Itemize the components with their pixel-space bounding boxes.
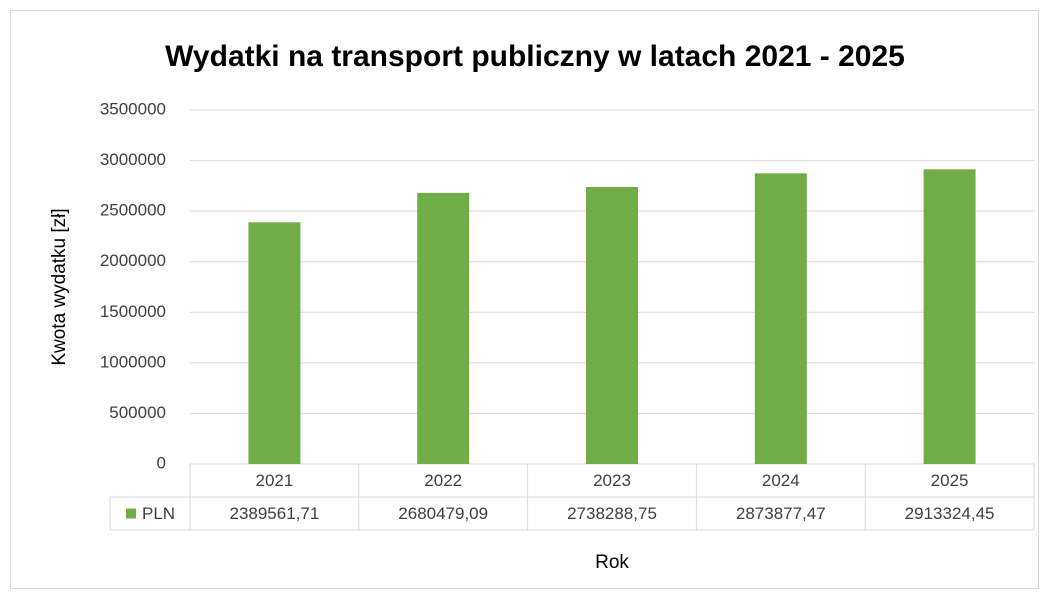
data-label: 2389561,71 [229, 504, 319, 523]
bar [586, 187, 638, 464]
x-tick-label: 2025 [931, 471, 969, 490]
y-tick-label: 0 [157, 453, 166, 472]
data-label: 2913324,45 [905, 504, 995, 523]
legend-label: PLN [142, 504, 175, 523]
y-tick-label: 1500000 [100, 302, 166, 321]
y-tick-label: 3500000 [100, 99, 166, 118]
bar [248, 222, 301, 464]
y-tick-label: 500000 [109, 403, 166, 422]
legend-key [126, 508, 136, 519]
bar [417, 192, 470, 465]
x-tick-label: 2023 [593, 471, 631, 490]
chart-title: Wydatki na transport publiczny w latach … [165, 40, 905, 73]
y-tick-label: 3000000 [100, 150, 166, 169]
x-axis-label: Rok [595, 552, 629, 573]
data-label: 2738288,75 [567, 504, 657, 523]
x-tick-label: 2024 [762, 471, 800, 490]
x-tick-label: 2022 [424, 471, 462, 490]
bar [923, 169, 976, 464]
chart-frame [10, 10, 1039, 589]
bar [754, 173, 807, 464]
data-label: 2680479,09 [398, 504, 488, 523]
x-tick-label: 2021 [255, 471, 293, 490]
y-axis-label: Kwota wydatku [zł] [49, 208, 70, 365]
y-tick-label: 2500000 [100, 201, 166, 220]
y-tick-label: 2000000 [100, 251, 166, 270]
data-label: 2873877,47 [736, 504, 826, 523]
y-tick-label: 1000000 [100, 352, 166, 371]
